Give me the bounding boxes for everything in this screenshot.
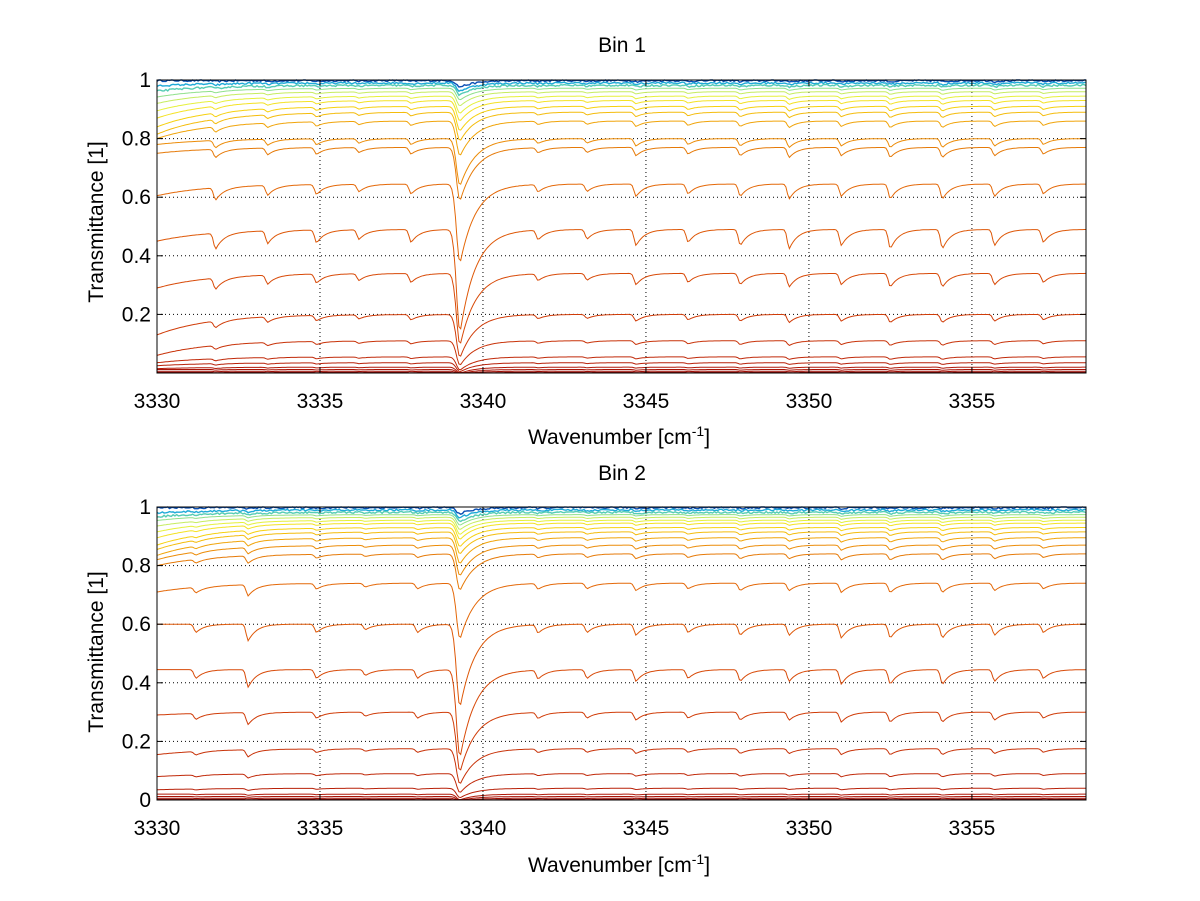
- series-line: [156, 138, 1087, 185]
- x-axis-label: Wavenumber [cm-1]: [528, 851, 710, 877]
- series-line: [156, 748, 1086, 784]
- series-line: [156, 183, 1086, 262]
- series-line: [156, 544, 1086, 576]
- series-line: [156, 711, 1087, 771]
- x-axis-label-end: ]: [704, 426, 710, 449]
- y-tick-label: 1: [139, 69, 151, 92]
- series-line: [157, 369, 1086, 374]
- ticks: 3330 3335 3340 3345 3350 3355 0 0.2 0.4 0.6 0.8 1: [122, 496, 1086, 840]
- x-tick-label: 3355: [949, 817, 996, 840]
- series-group: [156, 506, 1087, 801]
- series-line: [157, 366, 1086, 374]
- y-tick-label: 0: [139, 789, 151, 812]
- series-line: [157, 623, 1086, 706]
- x-tick-label: 3350: [786, 817, 833, 840]
- series-line: [156, 773, 1086, 793]
- series-line: [157, 370, 1086, 374]
- chart-panel-bin-2: Bin 2 3330 3335 3340 3345 3350 3355 0 0.2 0.4 0.6…: [85, 462, 1087, 877]
- series-line: [156, 100, 1086, 121]
- x-tick-label: 3345: [623, 817, 670, 840]
- x-axis-label-sup: -1: [692, 423, 705, 439]
- series-line: [156, 508, 1087, 519]
- series-line: [156, 272, 1087, 344]
- x-tick-label: 3330: [134, 390, 181, 413]
- series-line: [156, 95, 1086, 114]
- series-line: [156, 120, 1086, 156]
- x-axis-label-main: Wavenumber [cm: [528, 854, 692, 877]
- series-line: [156, 582, 1086, 638]
- series-line: [156, 83, 1087, 97]
- series-line: [157, 793, 1086, 801]
- y-tick-label: 0.8: [122, 128, 151, 151]
- x-tick-label: 3335: [297, 390, 344, 413]
- x-axis-label: Wavenumber [cm-1]: [528, 423, 710, 449]
- series-line: [156, 228, 1086, 330]
- plot-frame: [156, 79, 1087, 374]
- x-tick-label: 3340: [460, 817, 507, 840]
- y-axis-label: Transmittance [1]: [85, 571, 108, 732]
- series-line: [156, 516, 1086, 530]
- x-tick-label: 3330: [134, 817, 181, 840]
- series-line: [156, 531, 1086, 554]
- series-line: [156, 510, 1087, 523]
- grid: [156, 79, 1086, 373]
- series-line: [156, 81, 1087, 93]
- series-line: [156, 514, 1086, 526]
- series-line: [156, 537, 1086, 564]
- series-line: [157, 787, 1086, 799]
- x-axis-label-sup: -1: [692, 851, 705, 867]
- y-tick-label: 0.2: [122, 730, 151, 753]
- series-line: [156, 362, 1086, 373]
- x-tick-label: 3350: [786, 390, 833, 413]
- y-axis-label: Transmittance [1]: [85, 141, 108, 302]
- x-axis-label-main: Wavenumber [cm: [528, 426, 692, 449]
- chart-title: Bin 1: [598, 34, 646, 57]
- series-line: [156, 553, 1086, 590]
- series-line: [156, 111, 1086, 141]
- grid: [156, 506, 1086, 801]
- chart-title: Bin 2: [598, 462, 646, 485]
- x-tick-label: 3340: [460, 390, 507, 413]
- x-tick-label: 3335: [297, 817, 344, 840]
- series-line: [157, 797, 1086, 801]
- series-line: [156, 91, 1086, 107]
- y-tick-label: 0.6: [122, 613, 151, 636]
- y-tick-label: 0.2: [122, 303, 151, 326]
- series-line: [156, 313, 1086, 357]
- series-line: [156, 146, 1087, 200]
- x-tick-label: 3345: [623, 390, 670, 413]
- y-tick-label: 1: [139, 496, 151, 519]
- series-line: [156, 519, 1086, 535]
- y-tick-label: 0.4: [122, 672, 152, 695]
- series-line: [156, 87, 1086, 101]
- x-axis-label-end: ]: [704, 854, 710, 877]
- series-group: [156, 79, 1087, 374]
- series-line: [156, 527, 1086, 547]
- series-line: [156, 522, 1086, 540]
- plot-frame: [156, 506, 1087, 801]
- y-tick-label: 0.8: [122, 555, 151, 578]
- series-line: [157, 796, 1086, 801]
- chart-panel-bin-1: Bin 1 3330 3335 3340 3345 3350 3355 0.2 0.4 0.6 0…: [85, 34, 1087, 449]
- x-tick-label: 3355: [949, 390, 996, 413]
- ticks: 3330 3335 3340 3345 3350 3355 0.2 0.4 0.6 0.8 1: [122, 69, 1086, 413]
- series-line: [156, 340, 1086, 366]
- series-line: [157, 669, 1086, 756]
- y-tick-label: 0.6: [122, 186, 151, 209]
- series-line: [156, 105, 1086, 131]
- series-line: [156, 356, 1086, 371]
- y-tick-label: 0.4: [122, 245, 152, 268]
